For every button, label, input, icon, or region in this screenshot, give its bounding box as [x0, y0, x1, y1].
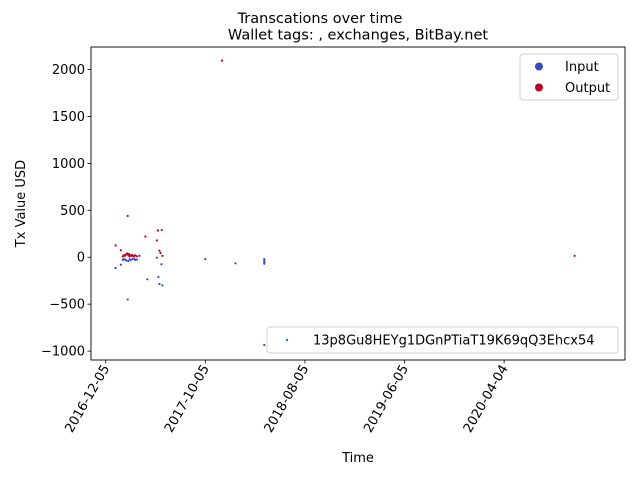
legend-output-marker	[535, 83, 543, 92]
output-point	[220, 59, 224, 62]
x-axis-ticks: 2016-12-05 2017-10-05 2018-08-05 2019-06-05…	[62, 360, 512, 436]
legend-input-marker	[535, 62, 543, 71]
input-point	[155, 256, 158, 259]
input-point	[161, 284, 164, 287]
input-point	[204, 258, 207, 261]
points-layer	[114, 59, 576, 347]
output-point	[125, 252, 129, 255]
input-point	[125, 259, 128, 262]
y-tick-label: −500	[49, 298, 85, 313]
address-legend-box	[266, 326, 619, 354]
output-point	[126, 214, 129, 218]
address-legend: 13p8Gu8HEYg1DGnPTiaT19K69qQ3Ehcx54	[266, 326, 619, 354]
output-point	[573, 254, 576, 257]
input-point	[126, 298, 129, 301]
address-legend-label: 13p8Gu8HEYg1DGnPTiaT19K69qQ3Ehcx54	[313, 334, 595, 349]
x-tick-label: 2016-12-05	[62, 363, 113, 436]
output-point	[159, 251, 162, 255]
input-point	[263, 262, 266, 265]
output-point	[158, 249, 161, 252]
output-point	[114, 244, 117, 247]
x-tick-label: 2017-10-05	[162, 363, 213, 436]
legend-input-label: Input	[565, 60, 599, 75]
input-point	[135, 258, 138, 261]
output-point	[160, 228, 163, 232]
output-point	[156, 229, 159, 232]
y-tick-label: 2000	[52, 63, 85, 78]
x-tick-label: 2018-08-05	[262, 363, 313, 436]
output-point	[127, 252, 131, 256]
input-point	[129, 258, 132, 262]
y-tick-label: −1000	[41, 345, 85, 360]
chart-subtitle: Wallet tags: , exchanges, BitBay.net	[228, 28, 488, 44]
address-legend-marker	[285, 338, 289, 342]
input-point	[160, 263, 163, 266]
x-tick-label: 2019-06-05	[361, 363, 412, 436]
legend-output-label: Output	[565, 81, 610, 96]
chart-title: Transcations over time	[237, 11, 403, 27]
y-axis-ticks: −1000 −500 0 500 1000 1500 2000	[41, 63, 91, 360]
input-point	[119, 263, 122, 266]
input-point	[234, 262, 237, 265]
y-tick-label: 500	[60, 204, 85, 219]
legend-box	[519, 53, 619, 101]
input-point	[114, 266, 117, 270]
output-point	[119, 249, 122, 252]
y-tick-label: 1000	[52, 157, 85, 172]
input-point	[157, 275, 160, 279]
output-point	[161, 254, 164, 257]
input-point	[127, 259, 130, 263]
input-point	[263, 343, 266, 347]
y-tick-label: 0	[77, 251, 85, 266]
input-point	[158, 282, 161, 286]
plot-frame	[90, 46, 626, 361]
legend: Input Output	[519, 53, 619, 101]
output-point	[138, 254, 141, 257]
output-point	[155, 239, 158, 242]
output-point	[144, 235, 147, 238]
y-axis-label: Tx Value USD	[14, 160, 29, 248]
input-point	[146, 278, 149, 281]
x-axis-label: Time	[341, 451, 374, 466]
output-point	[135, 255, 138, 258]
y-tick-label: 1500	[52, 110, 85, 125]
output-point	[134, 254, 137, 257]
x-tick-label: 2020-04-04	[461, 363, 512, 436]
